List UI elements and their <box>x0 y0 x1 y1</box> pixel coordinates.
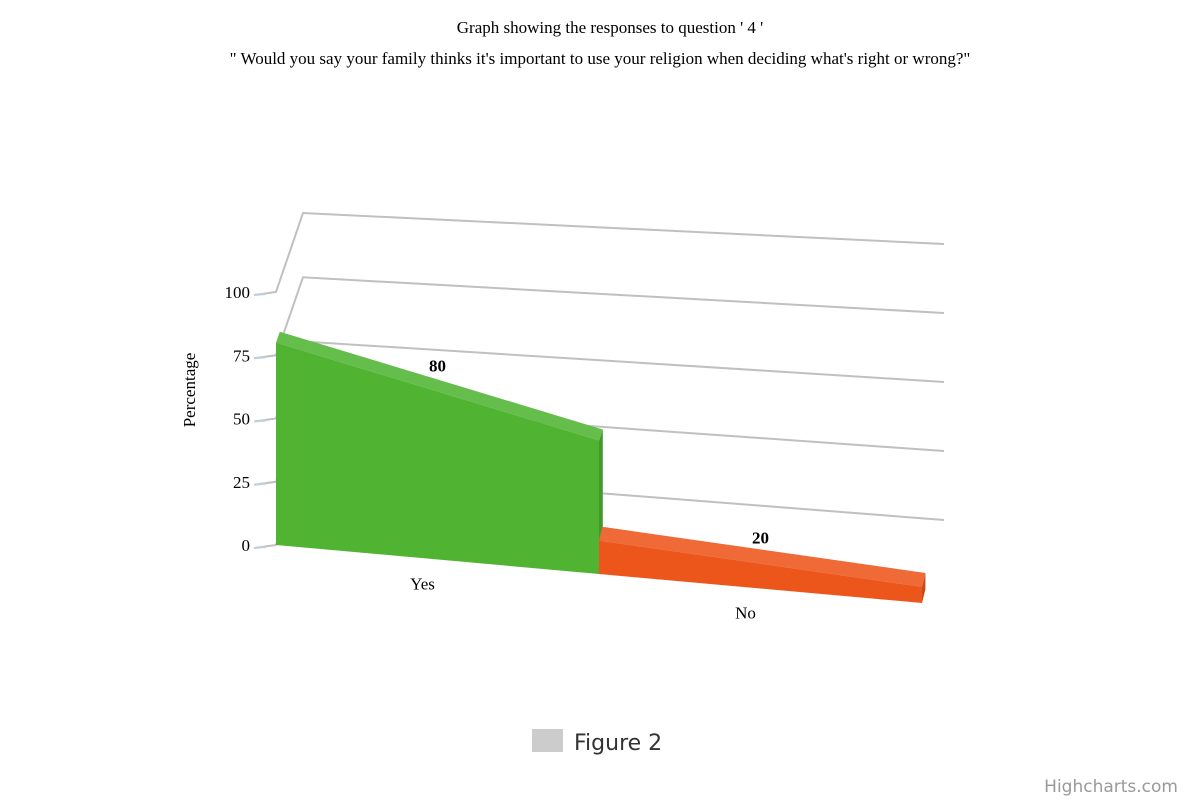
bar-no[interactable] <box>599 526 926 603</box>
y-tick-mark <box>253 482 267 486</box>
grid-line <box>253 276 945 360</box>
data-label: 80 <box>429 357 446 376</box>
data-label: 20 <box>752 529 769 548</box>
y-axis-ticks: 0 25 50 75 100 <box>225 283 251 555</box>
bar-top[interactable] <box>599 526 926 587</box>
y-tick-label: 100 <box>225 283 251 302</box>
bar-front[interactable] <box>599 540 922 603</box>
data-labels: 80 20 <box>429 357 769 548</box>
legend[interactable]: Figure 2 <box>532 729 662 756</box>
bar-side[interactable] <box>922 573 926 603</box>
x-tick-label: No <box>735 604 756 623</box>
y-axis-title: Percentage <box>180 353 199 428</box>
y-tick-label: 0 <box>242 536 251 555</box>
credits-link[interactable]: Highcharts.com <box>1044 777 1178 797</box>
y-tick-label: 75 <box>233 346 250 365</box>
bars <box>276 331 926 603</box>
grid-line <box>253 211 945 296</box>
y-tick-mark <box>253 546 267 549</box>
y-tick-label: 50 <box>233 410 250 429</box>
y-tick-mark <box>253 419 267 423</box>
x-tick-label: Yes <box>410 575 435 594</box>
x-axis-ticks: Yes No <box>410 575 756 623</box>
y-tick-mark <box>253 293 267 296</box>
chart-title: Graph showing the responses to question … <box>457 18 763 37</box>
bar-front[interactable] <box>276 342 599 574</box>
y-tick-label: 25 <box>233 473 250 492</box>
chart-subtitle: " Would you say your family thinks it's … <box>230 49 971 68</box>
bar-top[interactable] <box>276 331 603 441</box>
legend-swatch[interactable] <box>532 729 563 752</box>
y-tick-mark <box>253 356 267 360</box>
legend-label[interactable]: Figure 2 <box>574 731 662 756</box>
